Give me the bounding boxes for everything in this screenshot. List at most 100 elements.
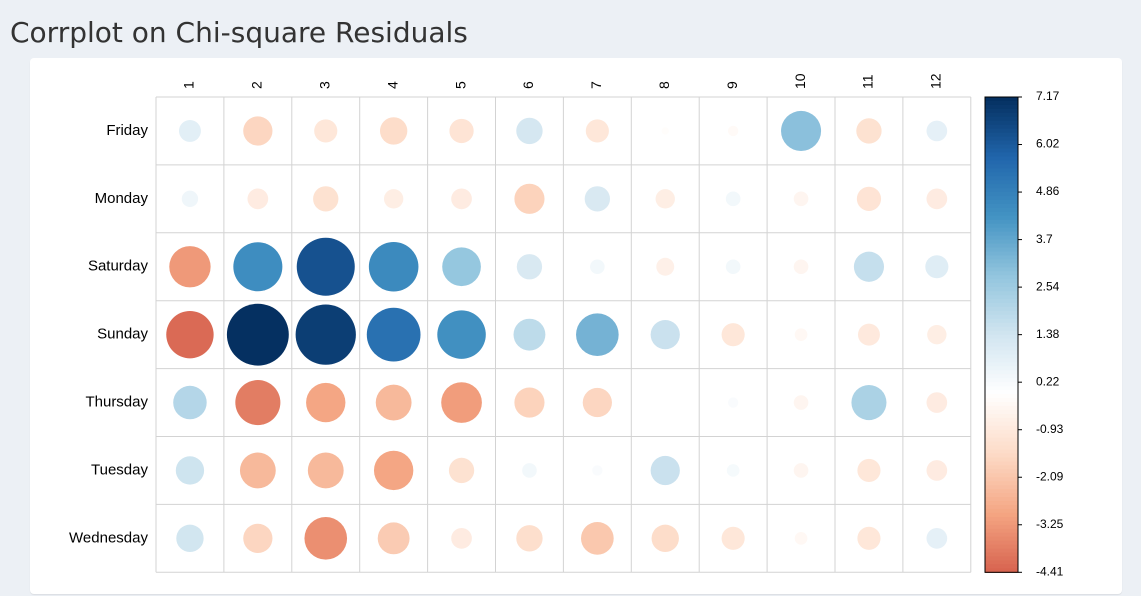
legend-color-step bbox=[985, 501, 1018, 506]
legend-color-step bbox=[985, 156, 1018, 161]
legend-color-step bbox=[985, 291, 1018, 296]
residual-circle bbox=[169, 246, 211, 288]
legend-color-step bbox=[985, 532, 1018, 538]
legend-tick-label: 1.38 bbox=[1036, 327, 1060, 341]
legend-color-step bbox=[985, 453, 1018, 459]
residual-circle bbox=[794, 532, 808, 545]
legend-color-step bbox=[985, 203, 1018, 209]
legend-tick-label: -2.09 bbox=[1036, 469, 1064, 483]
legend-color-step bbox=[985, 342, 1018, 348]
residual-circle bbox=[304, 517, 348, 560]
legend-color-step bbox=[985, 306, 1018, 312]
legend-color-step bbox=[985, 279, 1018, 284]
column-label: 6 bbox=[520, 81, 536, 89]
legend-color-step bbox=[985, 481, 1018, 486]
legend-color-step bbox=[985, 401, 1018, 407]
legend-color-step bbox=[985, 405, 1018, 411]
legend-color-step bbox=[985, 473, 1018, 478]
residual-circle bbox=[650, 320, 680, 350]
legend-color-step bbox=[985, 112, 1018, 118]
residual-circle bbox=[296, 237, 355, 296]
legend-color-step bbox=[985, 239, 1018, 245]
residual-circle bbox=[856, 118, 882, 144]
legend-color-step bbox=[985, 314, 1018, 320]
residual-circle bbox=[721, 323, 745, 347]
residual-circle bbox=[725, 191, 741, 207]
residual-circle bbox=[584, 186, 611, 212]
legend-color-step bbox=[985, 516, 1018, 522]
legend-color-step bbox=[985, 148, 1018, 154]
legend-color-step bbox=[985, 322, 1018, 328]
residual-circle bbox=[794, 328, 808, 341]
legend-color-step bbox=[985, 152, 1018, 158]
row-label: Tuesday bbox=[91, 461, 148, 478]
column-label: 9 bbox=[724, 81, 740, 89]
legend-color-step bbox=[985, 164, 1018, 169]
legend-color-step bbox=[985, 461, 1018, 466]
legend-color-step bbox=[985, 235, 1018, 241]
residual-circle bbox=[181, 190, 199, 208]
legend-color-step bbox=[985, 259, 1018, 264]
legend-color-step bbox=[985, 413, 1018, 419]
residual-circle bbox=[307, 452, 344, 489]
residual-circle bbox=[383, 189, 404, 209]
legend-color-step bbox=[985, 140, 1018, 146]
residual-circle bbox=[726, 464, 740, 477]
legend-color-step bbox=[985, 564, 1018, 569]
legend-color-step bbox=[985, 560, 1018, 565]
residual-circle bbox=[781, 110, 822, 151]
legend-color-step bbox=[985, 251, 1018, 257]
residual-circle bbox=[176, 524, 204, 553]
legend-color-step bbox=[985, 441, 1018, 447]
residual-circle bbox=[441, 382, 482, 423]
column-label: 4 bbox=[384, 81, 400, 89]
legend-color-step bbox=[985, 132, 1018, 138]
legend-color-step bbox=[985, 350, 1018, 356]
legend-color-step bbox=[985, 504, 1018, 510]
legend-color-step bbox=[985, 465, 1018, 470]
column-label: 1 bbox=[181, 81, 197, 89]
legend-color-step bbox=[985, 398, 1018, 403]
residual-circle bbox=[451, 188, 472, 210]
column-label: 10 bbox=[792, 73, 808, 89]
legend-color-step bbox=[985, 366, 1018, 371]
legend-color-step bbox=[985, 493, 1018, 498]
column-label: 2 bbox=[249, 81, 265, 89]
legend-color-step bbox=[985, 520, 1018, 526]
legend-color-step bbox=[985, 247, 1018, 253]
residual-circle bbox=[725, 259, 741, 275]
residual-circle bbox=[926, 188, 948, 210]
residual-circle bbox=[661, 127, 669, 135]
legend-color-step bbox=[985, 489, 1018, 494]
legend-color-step bbox=[985, 536, 1018, 542]
legend-color-step bbox=[985, 457, 1018, 462]
legend-color-step bbox=[985, 231, 1018, 237]
legend-color-step bbox=[985, 544, 1018, 550]
residual-circle bbox=[239, 452, 276, 489]
legend-color-step bbox=[985, 548, 1018, 554]
legend-color-step bbox=[985, 255, 1018, 260]
legend-color-step bbox=[985, 433, 1018, 439]
legend-color-step bbox=[985, 227, 1018, 233]
legend-color-step bbox=[985, 449, 1018, 455]
legend-color-step bbox=[985, 136, 1018, 142]
residual-circle bbox=[451, 528, 472, 549]
legend-tick-label: 4.86 bbox=[1036, 184, 1060, 198]
residual-circle bbox=[853, 251, 885, 282]
residual-circle bbox=[650, 455, 680, 486]
legend-color-step bbox=[985, 215, 1018, 221]
legend-color-step bbox=[985, 334, 1018, 340]
legend-color-step bbox=[985, 524, 1018, 530]
legend-color-step bbox=[985, 338, 1018, 344]
residual-circle bbox=[313, 186, 339, 212]
legend-color-step bbox=[985, 124, 1018, 130]
legend-color-step bbox=[985, 469, 1018, 474]
legend-color-step bbox=[985, 437, 1018, 443]
legend-color-step bbox=[985, 370, 1018, 375]
corrplot-chart: 1 2 3 4 5 6 7 8 9 10 11 12FridayMondaySaturdaySunda… bbox=[69, 73, 1064, 578]
legend-color-step bbox=[985, 346, 1018, 352]
legend-color-step bbox=[985, 421, 1018, 427]
legend-color-step bbox=[985, 116, 1018, 122]
legend-color-step bbox=[985, 374, 1018, 379]
legend-color-step bbox=[985, 326, 1018, 332]
